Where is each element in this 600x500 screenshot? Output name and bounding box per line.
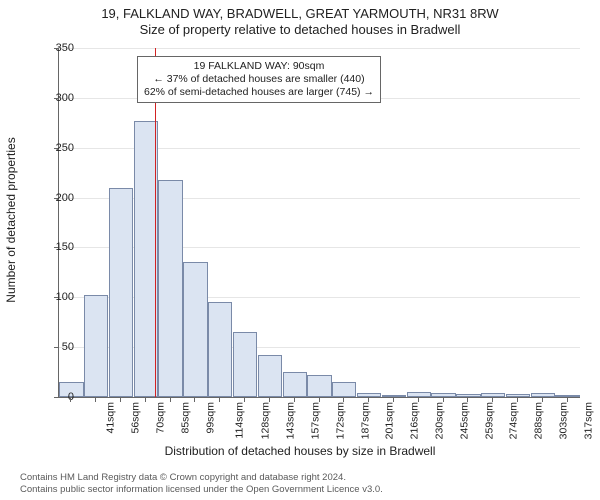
histogram-bar (233, 332, 257, 397)
histogram-bar (84, 295, 108, 397)
chart-title: 19, FALKLAND WAY, BRADWELL, GREAT YARMOU… (0, 0, 600, 39)
histogram-bar (183, 262, 207, 397)
x-tick-label: 259sqm (483, 402, 495, 439)
footer-line-2: Contains public sector information licen… (20, 484, 383, 496)
histogram-bar (531, 393, 555, 397)
y-tick-label: 150 (44, 241, 74, 253)
x-tick-label: 230sqm (433, 402, 445, 439)
histogram-bar (158, 180, 182, 397)
x-tick-label: 216sqm (408, 402, 420, 439)
x-tick-label: 56sqm (130, 402, 142, 434)
histogram-bar (456, 394, 480, 397)
x-tick-label: 288sqm (533, 402, 545, 439)
x-tick-label: 274sqm (508, 402, 520, 439)
callout-box: 19 FALKLAND WAY: 90sqm← 37% of detached … (137, 56, 381, 103)
histogram-bar (407, 392, 431, 397)
histogram-bar (481, 393, 505, 397)
histogram-bar (258, 355, 282, 397)
histogram-plot: 19 FALKLAND WAY: 90sqm← 37% of detached … (58, 48, 580, 398)
y-tick-label: 300 (44, 92, 74, 104)
x-tick-label: 114sqm (234, 402, 246, 439)
x-tick-label: 99sqm (204, 402, 216, 434)
x-tick-label: 157sqm (309, 402, 321, 439)
histogram-bar (307, 375, 331, 397)
x-tick-label: 201sqm (384, 402, 396, 439)
x-tick-label: 85sqm (179, 402, 191, 434)
y-tick-label: 100 (44, 291, 74, 303)
y-tick-label: 200 (44, 192, 74, 204)
callout-line: ← 37% of detached houses are smaller (44… (144, 73, 374, 86)
footer-line-1: Contains HM Land Registry data © Crown c… (20, 472, 383, 484)
title-line-1: 19, FALKLAND WAY, BRADWELL, GREAT YARMOU… (0, 6, 600, 22)
x-tick-label: 143sqm (284, 402, 296, 439)
histogram-bar (382, 395, 406, 397)
x-tick-label: 245sqm (458, 402, 470, 439)
x-tick-label: 70sqm (155, 402, 167, 434)
callout-line: 19 FALKLAND WAY: 90sqm (144, 60, 374, 73)
copyright-footer: Contains HM Land Registry data © Crown c… (20, 472, 383, 496)
histogram-bar (357, 393, 381, 397)
x-tick-label: 41sqm (105, 402, 117, 434)
callout-line: 62% of semi-detached houses are larger (… (144, 86, 374, 99)
x-tick-label: 128sqm (260, 402, 272, 439)
x-tick-label: 172sqm (334, 402, 346, 439)
y-tick-label: 50 (44, 341, 74, 353)
histogram-bar (332, 382, 356, 397)
histogram-bar (208, 302, 232, 397)
histogram-bar (283, 372, 307, 397)
x-tick-label: 187sqm (359, 402, 371, 439)
y-tick-label: 250 (44, 142, 74, 154)
x-axis-label: Distribution of detached houses by size … (0, 444, 600, 458)
histogram-bar (506, 394, 530, 397)
x-tick-label: 303sqm (557, 402, 569, 439)
histogram-bar (431, 393, 455, 397)
x-tick-label: 317sqm (582, 402, 594, 439)
y-tick-label: 350 (44, 42, 74, 54)
histogram-bar (109, 188, 133, 397)
histogram-bar (555, 395, 579, 397)
title-line-2: Size of property relative to detached ho… (0, 22, 600, 38)
